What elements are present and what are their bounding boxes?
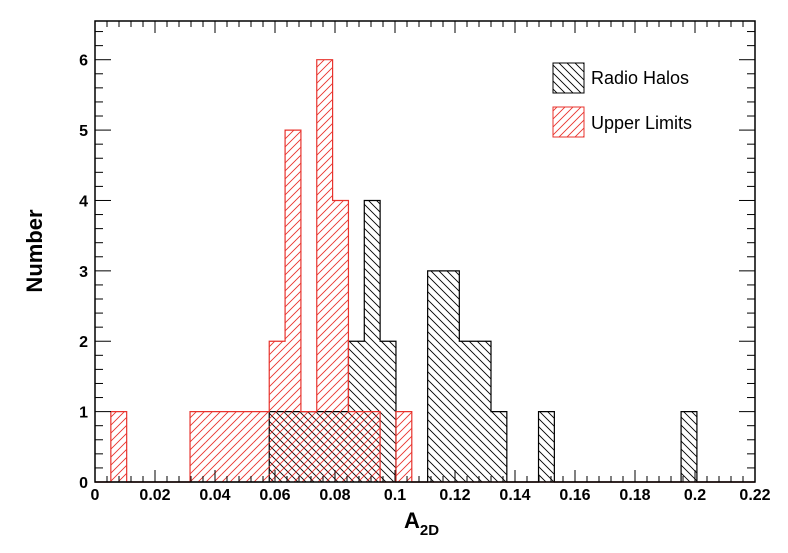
y-tick-label: 4 bbox=[79, 193, 88, 210]
legend: Radio Halos Upper Limits bbox=[552, 62, 692, 138]
upper-limits-bar bbox=[395, 411, 412, 482]
x-tick-label: 0.22 bbox=[739, 487, 770, 504]
upper-limits-bar bbox=[348, 411, 365, 482]
radio-halos-bar bbox=[491, 411, 507, 482]
x-tick-label: 0.18 bbox=[619, 487, 650, 504]
legend-label-radio-halos: Radio Halos bbox=[591, 68, 689, 88]
radio-halos-bar bbox=[681, 411, 697, 482]
upper-limits-bar bbox=[253, 411, 270, 482]
legend-swatch-upper-limits bbox=[552, 106, 585, 138]
radio-halos-bar bbox=[380, 341, 396, 482]
upper-limits-bar bbox=[110, 411, 127, 482]
x-tick-label: 0.1 bbox=[384, 487, 406, 504]
upper-limits-bar bbox=[364, 411, 381, 482]
x-tick-label: 0.02 bbox=[139, 487, 170, 504]
y-tick-label: 0 bbox=[79, 475, 88, 492]
x-tick-label: 0.2 bbox=[684, 487, 706, 504]
x-tick-label: 0.06 bbox=[259, 487, 290, 504]
histogram-series bbox=[95, 59, 755, 483]
radio-halos-bar bbox=[475, 341, 491, 482]
y-tick-label: 1 bbox=[79, 405, 88, 422]
y-tick-label: 6 bbox=[79, 53, 88, 70]
upper-limits-bar bbox=[205, 411, 222, 482]
radio-halos-bar bbox=[459, 341, 476, 482]
radio-halos-bar bbox=[538, 411, 555, 482]
upper-limits-bar bbox=[269, 341, 286, 482]
legend-swatch-radio-halos bbox=[552, 62, 585, 94]
x-tick-label: 0.08 bbox=[319, 487, 350, 504]
legend-label-upper-limits: Upper Limits bbox=[591, 113, 692, 133]
upper-limits-bar bbox=[300, 411, 317, 482]
radio-halos-bar bbox=[443, 270, 460, 482]
y-axis-title: Number bbox=[22, 209, 47, 293]
x-tick-label: 0.14 bbox=[499, 487, 530, 504]
y-tick-labels: 0 1 2 3 4 5 6 bbox=[79, 53, 88, 492]
upper-limits-bar bbox=[316, 59, 333, 482]
y-tick-label: 5 bbox=[79, 123, 88, 140]
radio-halos-bar bbox=[427, 270, 444, 482]
x-tick-label: 0 bbox=[91, 487, 100, 504]
x-tick-label: 0.16 bbox=[559, 487, 590, 504]
x-tick-label: 0.04 bbox=[199, 487, 230, 504]
plot-frame bbox=[94, 20, 756, 483]
upper-limits-bar bbox=[237, 411, 254, 482]
x-axis-title: A2D bbox=[404, 508, 439, 539]
upper-limits-bar bbox=[332, 200, 349, 483]
x-tick-label: 0.12 bbox=[439, 487, 470, 504]
y-tick-label: 2 bbox=[79, 334, 88, 351]
series-upper-limits bbox=[95, 59, 755, 483]
y-tick-label: 3 bbox=[79, 264, 88, 281]
upper-limits-bar bbox=[190, 411, 206, 482]
upper-limits-bar bbox=[221, 411, 238, 482]
axis-ticks bbox=[94, 21, 756, 483]
x-tick-labels: 0 0.02 0.04 0.06 0.08 0.1 0.12 0.14 0.16 0.18 0.2 0… bbox=[91, 487, 771, 504]
upper-limits-bar bbox=[285, 130, 301, 482]
